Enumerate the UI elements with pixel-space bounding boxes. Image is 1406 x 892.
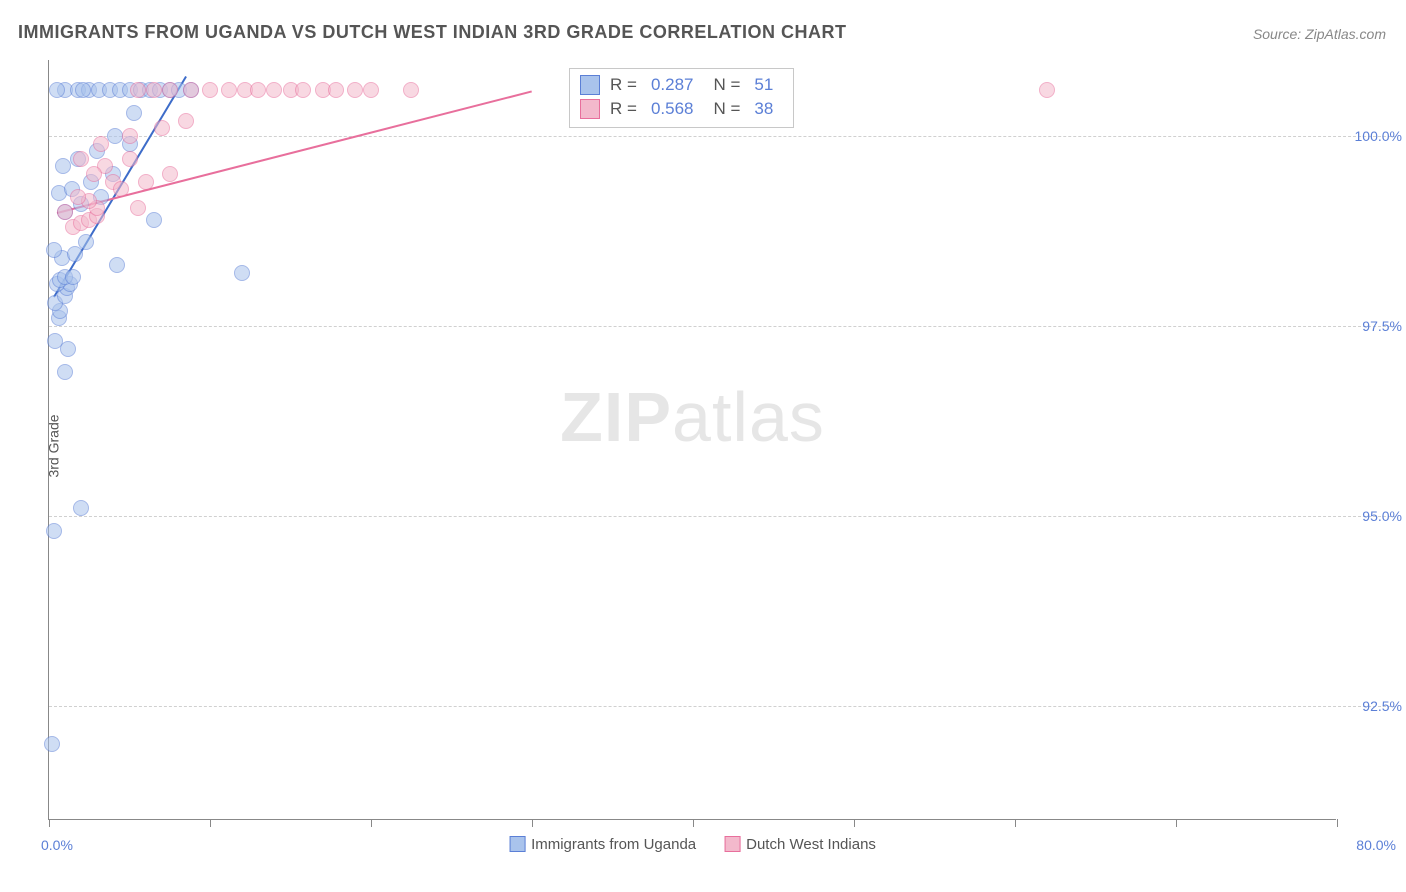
stat-n-label: N = bbox=[713, 75, 740, 95]
data-point-uganda bbox=[75, 82, 91, 98]
legend-swatch-icon bbox=[580, 99, 600, 119]
y-tick-label: 95.0% bbox=[1342, 508, 1402, 524]
data-point-dutch bbox=[202, 82, 218, 98]
x-tick bbox=[532, 819, 533, 827]
scatter-plot: ZIPatlas R =0.287N =51R =0.568N =38 0.0%… bbox=[48, 60, 1336, 820]
data-point-uganda bbox=[46, 242, 62, 258]
data-point-dutch bbox=[130, 82, 146, 98]
stat-r-value: 0.287 bbox=[651, 75, 694, 95]
data-point-uganda bbox=[73, 500, 89, 516]
data-point-uganda bbox=[146, 212, 162, 228]
data-point-dutch bbox=[347, 82, 363, 98]
x-tick bbox=[854, 819, 855, 827]
data-point-dutch bbox=[113, 181, 129, 197]
data-point-dutch bbox=[138, 174, 154, 190]
legend-stats-box: R = 0.287 N = 51 R = 0.568 N = 38 bbox=[569, 68, 794, 128]
data-point-dutch bbox=[146, 82, 162, 98]
data-point-dutch bbox=[250, 82, 266, 98]
gridline-horizontal bbox=[49, 326, 1396, 327]
data-point-uganda bbox=[49, 82, 65, 98]
y-tick-label: 100.0% bbox=[1342, 128, 1402, 144]
gridline-horizontal bbox=[49, 706, 1396, 707]
data-point-uganda bbox=[65, 269, 81, 285]
data-point-dutch bbox=[221, 82, 237, 98]
stat-r-value: 0.568 bbox=[651, 99, 694, 119]
x-tick bbox=[1337, 819, 1338, 827]
data-point-dutch bbox=[1039, 82, 1055, 98]
data-point-uganda bbox=[109, 257, 125, 273]
stat-n-label: N = bbox=[713, 99, 740, 119]
data-point-uganda bbox=[44, 736, 60, 752]
data-point-dutch bbox=[266, 82, 282, 98]
data-point-dutch bbox=[70, 189, 86, 205]
data-point-dutch bbox=[403, 82, 419, 98]
legend-stats-row-dutch: R = 0.568 N = 38 bbox=[580, 97, 783, 121]
y-tick-label: 97.5% bbox=[1342, 318, 1402, 334]
watermark: ZIPatlas bbox=[560, 377, 825, 457]
watermark-zip: ZIP bbox=[560, 378, 672, 456]
x-tick bbox=[1176, 819, 1177, 827]
legend-swatch-icon bbox=[509, 836, 525, 852]
legend-bottom: Immigrants from Uganda Dutch West Indians bbox=[509, 836, 876, 853]
data-point-dutch bbox=[57, 204, 73, 220]
x-tick bbox=[49, 819, 50, 827]
legend-item-dutch: Dutch West Indians bbox=[724, 836, 876, 853]
data-point-dutch bbox=[162, 166, 178, 182]
data-point-dutch bbox=[154, 120, 170, 136]
x-tick bbox=[210, 819, 211, 827]
legend-item-uganda: Immigrants from Uganda bbox=[509, 836, 696, 853]
watermark-atlas: atlas bbox=[672, 378, 825, 456]
stat-r-label: R = bbox=[610, 75, 637, 95]
legend-label: Dutch West Indians bbox=[746, 836, 876, 853]
data-point-dutch bbox=[130, 200, 146, 216]
data-point-dutch bbox=[93, 136, 109, 152]
y-tick-label: 92.5% bbox=[1342, 698, 1402, 714]
data-point-dutch bbox=[162, 82, 178, 98]
data-point-dutch bbox=[86, 166, 102, 182]
x-axis-max-label: 80.0% bbox=[1356, 837, 1396, 853]
data-point-uganda bbox=[57, 364, 73, 380]
gridline-horizontal bbox=[49, 516, 1396, 517]
x-tick bbox=[1015, 819, 1016, 827]
legend-stats-row-uganda: R = 0.287 N = 51 bbox=[580, 73, 783, 97]
data-point-dutch bbox=[295, 82, 311, 98]
stat-n-value: 38 bbox=[754, 99, 773, 119]
data-point-dutch bbox=[122, 128, 138, 144]
data-point-dutch bbox=[363, 82, 379, 98]
stat-n-value: 51 bbox=[754, 75, 773, 95]
legend-swatch-icon bbox=[724, 836, 740, 852]
data-point-uganda bbox=[47, 333, 63, 349]
data-point-uganda bbox=[46, 523, 62, 539]
gridline-horizontal bbox=[49, 136, 1396, 137]
data-point-dutch bbox=[328, 82, 344, 98]
legend-swatch-icon bbox=[580, 75, 600, 95]
x-axis-min-label: 0.0% bbox=[41, 837, 73, 853]
data-point-dutch bbox=[178, 113, 194, 129]
data-point-dutch bbox=[122, 151, 138, 167]
data-point-dutch bbox=[183, 82, 199, 98]
data-point-uganda bbox=[78, 234, 94, 250]
source-label: Source: ZipAtlas.com bbox=[1253, 26, 1386, 42]
data-point-uganda bbox=[126, 105, 142, 121]
legend-label: Immigrants from Uganda bbox=[531, 836, 696, 853]
stat-r-label: R = bbox=[610, 99, 637, 119]
chart-title: IMMIGRANTS FROM UGANDA VS DUTCH WEST IND… bbox=[18, 22, 846, 43]
x-tick bbox=[693, 819, 694, 827]
x-tick bbox=[371, 819, 372, 827]
data-point-dutch bbox=[73, 151, 89, 167]
data-point-uganda bbox=[55, 158, 71, 174]
data-point-uganda bbox=[234, 265, 250, 281]
